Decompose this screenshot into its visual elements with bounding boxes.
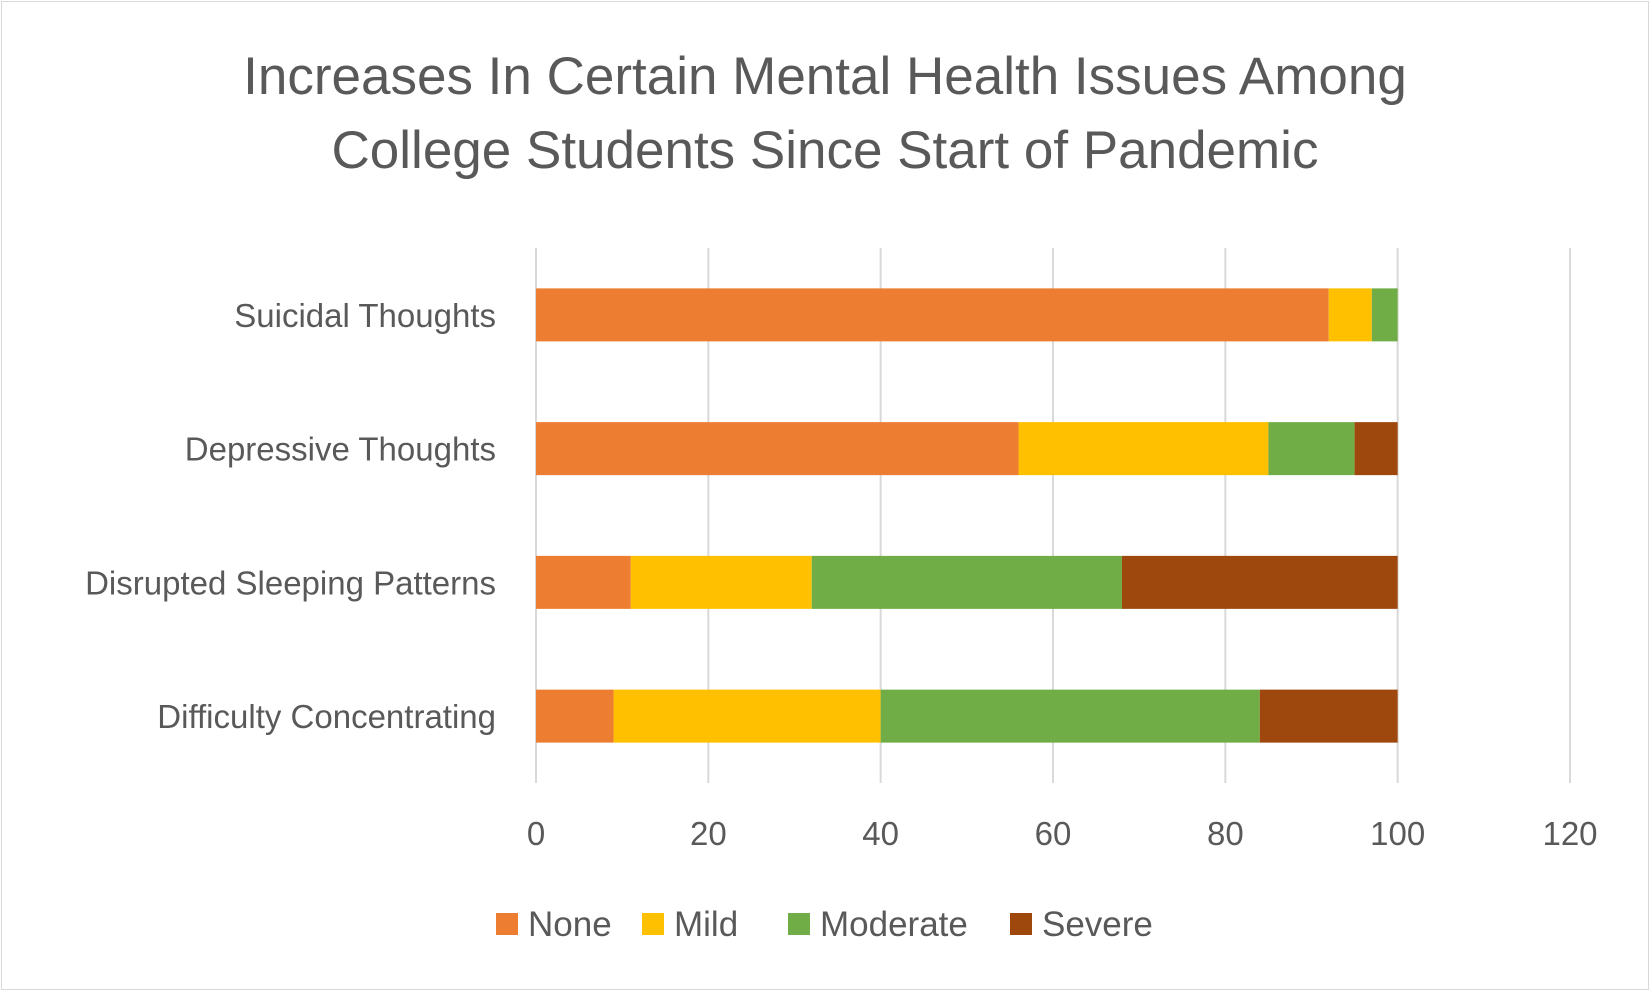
x-tick-label: 60 bbox=[1035, 815, 1072, 852]
bar-segment-moderate bbox=[1268, 422, 1355, 476]
legend-label-moderate: Moderate bbox=[820, 905, 968, 944]
category-label: Depressive Thoughts bbox=[185, 431, 496, 468]
bars bbox=[536, 288, 1398, 743]
bar-segment-none bbox=[536, 288, 1329, 342]
legend-swatch-moderate bbox=[788, 913, 810, 935]
legend-label-severe: Severe bbox=[1042, 905, 1153, 944]
legend: None Mild Moderate Severe bbox=[496, 905, 1153, 944]
bar-segment-moderate bbox=[880, 689, 1260, 743]
x-tick-label: 120 bbox=[1542, 815, 1597, 852]
bar-segment-none bbox=[536, 689, 614, 743]
legend-swatch-severe bbox=[1010, 913, 1032, 935]
bar-segment-severe bbox=[1354, 422, 1398, 476]
bar-segment-none bbox=[536, 555, 631, 609]
x-tick-label: 20 bbox=[690, 815, 727, 852]
bar-segment-moderate bbox=[811, 555, 1122, 609]
category-label: Suicidal Thoughts bbox=[234, 297, 496, 334]
legend-label-none: None bbox=[528, 905, 612, 944]
category-label: Difficulty Concentrating bbox=[157, 698, 496, 735]
legend-label-mild: Mild bbox=[674, 905, 738, 944]
category-label: Disrupted Sleeping Patterns bbox=[85, 564, 496, 601]
bar-segment-severe bbox=[1121, 555, 1398, 609]
chart-title: Increases In Certain Mental Health Issue… bbox=[0, 40, 1650, 188]
bar-segment-mild bbox=[630, 555, 812, 609]
chart-title-line-2: College Students Since Start of Pandemic bbox=[331, 121, 1319, 180]
x-tick-label: 0 bbox=[527, 815, 545, 852]
bar-segment-mild bbox=[613, 689, 881, 743]
x-tick-label: 80 bbox=[1207, 815, 1244, 852]
chart-title-line-1: Increases In Certain Mental Health Issue… bbox=[243, 47, 1407, 106]
x-tick-label: 100 bbox=[1370, 815, 1425, 852]
bar-segment-moderate bbox=[1371, 288, 1398, 342]
bar-segment-mild bbox=[1018, 422, 1269, 476]
legend-swatch-mild bbox=[642, 913, 664, 935]
category-labels: Suicidal Thoughts Depressive Thoughts Disr… bbox=[85, 297, 496, 735]
bar-segment-severe bbox=[1259, 689, 1398, 743]
bar-segment-mild bbox=[1328, 288, 1372, 342]
bar-segment-none bbox=[536, 422, 1019, 476]
x-axis-tick-labels: 0 20 40 60 80 100 120 bbox=[527, 815, 1598, 852]
legend-swatch-none bbox=[496, 913, 518, 935]
x-tick-label: 40 bbox=[862, 815, 899, 852]
